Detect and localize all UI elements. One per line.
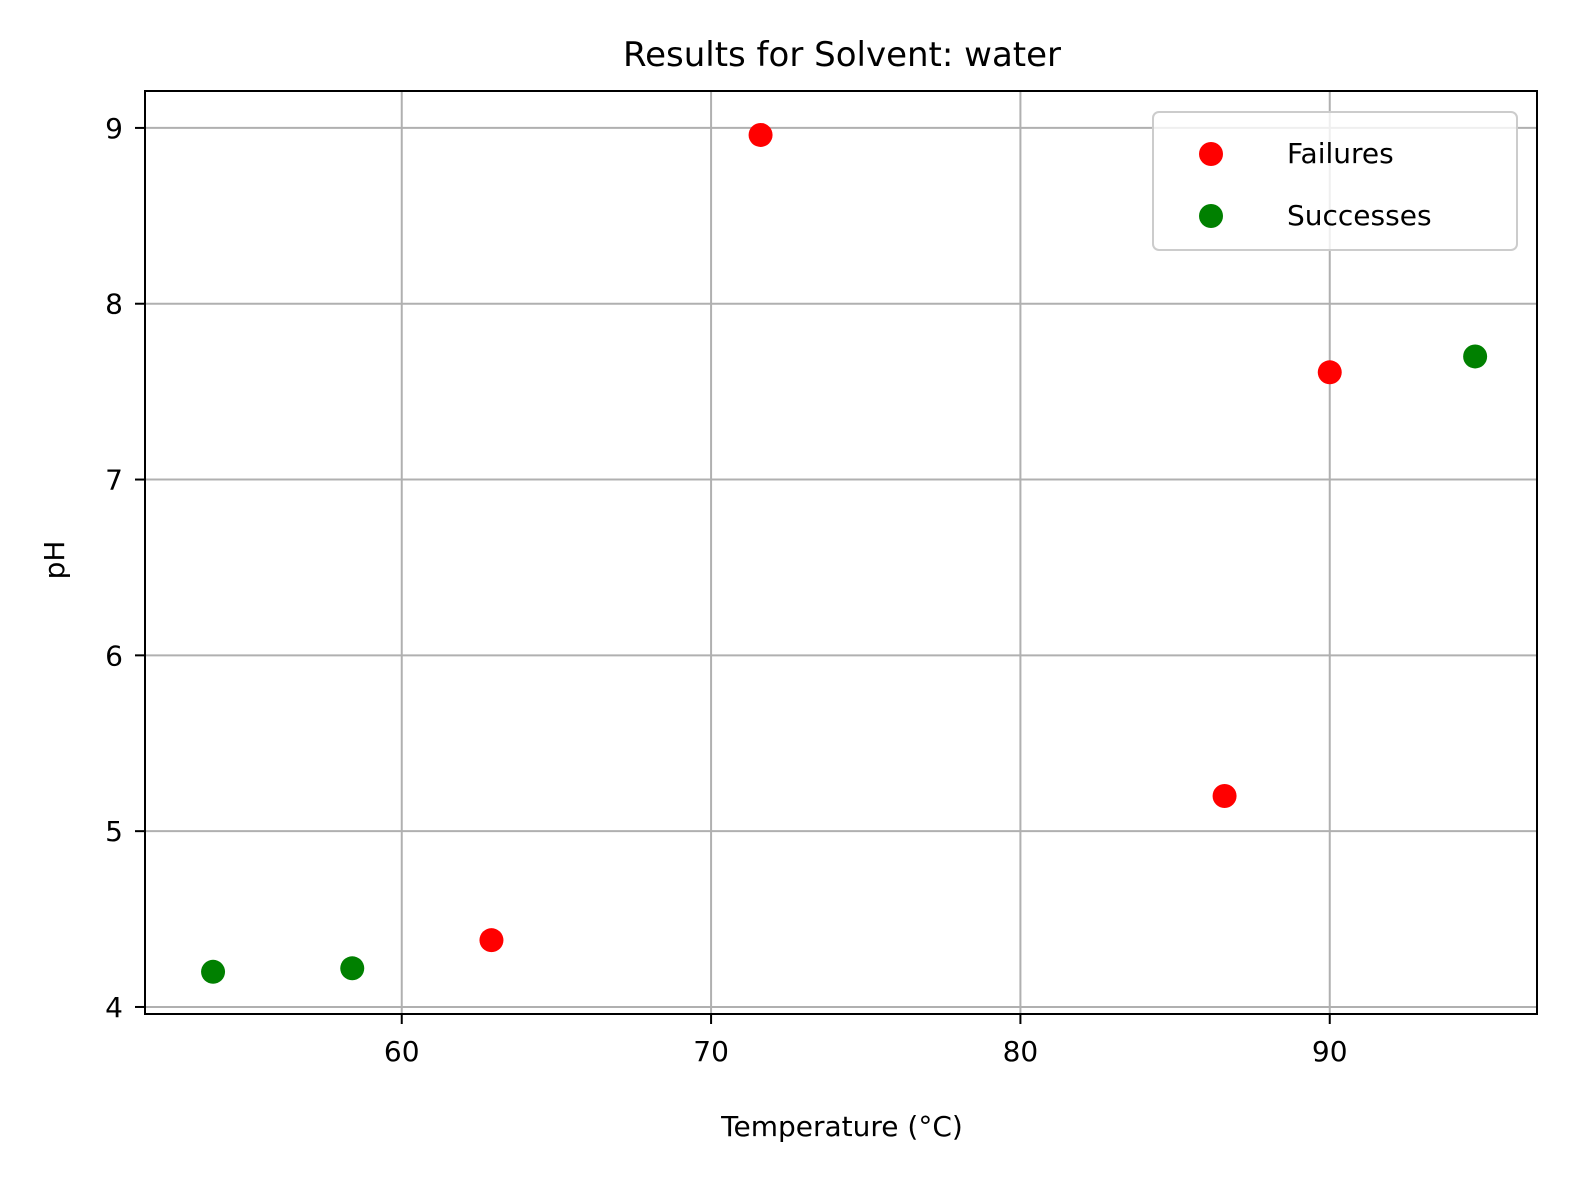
point-failures (479, 928, 504, 953)
legend-marker-failures (1199, 142, 1223, 166)
y-tick-label: 7 (105, 464, 123, 497)
y-axis-label: pH (38, 541, 71, 580)
point-successes (201, 959, 226, 984)
point-failures (748, 122, 773, 147)
x-tick-label: 60 (384, 1035, 420, 1068)
legend-marker-successes (1199, 204, 1223, 228)
point-successes (1463, 344, 1488, 369)
y-tick-label: 8 (105, 288, 123, 321)
data-points (201, 122, 1488, 984)
x-axis-label: Temperature (°C) (720, 1110, 963, 1143)
x-tick-label: 80 (1003, 1035, 1039, 1068)
point-successes (340, 956, 365, 981)
y-tick-label: 6 (105, 639, 123, 672)
legend-box (1152, 111, 1518, 251)
x-tick-label: 70 (693, 1035, 729, 1068)
chart-title: Results for Solvent: water (623, 35, 1061, 75)
point-failures (1212, 783, 1237, 808)
legend-label-successes: Successes (1287, 199, 1432, 232)
x-tick-label: 90 (1312, 1035, 1348, 1068)
legend: Failures Successes (1152, 111, 1518, 251)
y-tick-label: 4 (105, 991, 123, 1024)
legend-label-failures: Failures (1287, 137, 1394, 170)
y-tick-label: 5 (105, 815, 123, 848)
plot-area-frame (144, 90, 1538, 1015)
point-failures (1317, 360, 1342, 385)
y-tick-label: 9 (105, 112, 123, 145)
axis-ticks: 60 70 80 90 4 5 6 7 8 9 (105, 112, 1347, 1068)
